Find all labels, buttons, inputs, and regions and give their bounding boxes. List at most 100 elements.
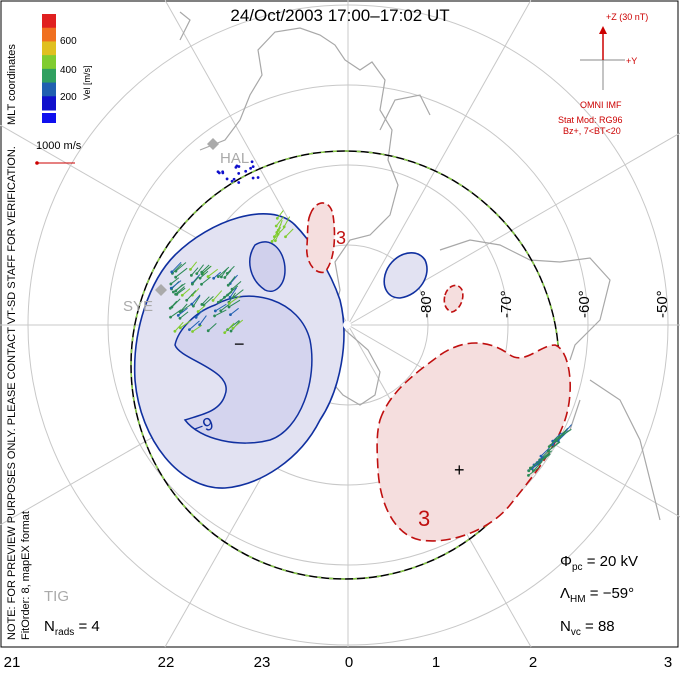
velocity-vector bbox=[540, 450, 553, 461]
velocity-vector bbox=[195, 309, 204, 318]
velocity-vector-origin bbox=[198, 323, 202, 327]
velocity-vector-origin bbox=[169, 286, 173, 290]
stat-phi-pc: Φpc = 20 kV bbox=[560, 553, 638, 573]
velocity-vector bbox=[540, 447, 550, 457]
velocity-vector bbox=[169, 300, 178, 309]
velocity-vector bbox=[274, 230, 281, 241]
velocity-vector-origin bbox=[189, 273, 193, 277]
velocity-vector bbox=[229, 274, 238, 284]
velocity-vector bbox=[192, 276, 200, 285]
velocity-vector-origin bbox=[225, 177, 229, 181]
velocity-vector-origin bbox=[274, 224, 278, 228]
velocity-vector bbox=[230, 307, 239, 315]
colorbar-label: Vel [m/s] bbox=[82, 65, 92, 100]
velocity-vector bbox=[171, 298, 181, 308]
velocity-vector-origin bbox=[195, 272, 199, 275]
velocity-vector bbox=[228, 299, 241, 308]
velocity-vector bbox=[181, 288, 191, 296]
velocity-vector bbox=[201, 264, 210, 273]
velocity-vector-origin bbox=[232, 177, 236, 181]
colorbar-segment bbox=[42, 113, 56, 123]
station-sye: SYE bbox=[123, 298, 154, 315]
velocity-vector bbox=[559, 428, 572, 438]
colorbar-tick-600: 600 bbox=[60, 36, 77, 47]
map-title: 24/Oct/2003 17:00–17:02 UT bbox=[230, 6, 450, 25]
velocity-vector-origin bbox=[174, 275, 178, 279]
velocity-vector-origin bbox=[176, 313, 180, 317]
velocity-vector-origin bbox=[227, 305, 231, 309]
velocity-vector-origin bbox=[225, 271, 229, 275]
mlt-tick-22: 22 bbox=[157, 654, 175, 671]
fit-order-note: FitOrder: 8, mapEX format bbox=[20, 511, 32, 640]
velocity-vector bbox=[532, 461, 543, 472]
velocity-vector bbox=[175, 283, 184, 292]
colorbar-segment bbox=[42, 96, 56, 111]
velocity-vector-origin bbox=[250, 160, 254, 164]
mlt-tick-1: 1 bbox=[431, 654, 441, 671]
velocity-vector bbox=[212, 290, 223, 301]
station-tig: TIG bbox=[44, 588, 69, 605]
velocity-vector bbox=[275, 215, 285, 227]
velocity-vector bbox=[559, 427, 569, 437]
velocity-vector-origin bbox=[213, 314, 216, 318]
potential-min-marker: − bbox=[234, 334, 245, 354]
velocity-vector-origin bbox=[190, 282, 194, 286]
velocity-vector-origin bbox=[173, 329, 177, 333]
velocity-vector-origin bbox=[237, 181, 241, 184]
velocity-vector bbox=[283, 216, 291, 228]
colorbar-tick-200: 200 bbox=[60, 92, 77, 103]
velocity-vector-origin bbox=[275, 230, 279, 234]
velocity-vector bbox=[271, 233, 279, 242]
velocity-vector-origin bbox=[191, 304, 195, 308]
pole-marker bbox=[343, 321, 351, 329]
velocity-vector-origin bbox=[282, 225, 286, 229]
velocity-vector bbox=[226, 265, 235, 274]
velocity-vector bbox=[189, 320, 200, 331]
imf-z-label: +Z (30 nT) bbox=[606, 12, 649, 22]
velocity-vector bbox=[199, 270, 209, 279]
velocity-vector-origin bbox=[185, 298, 189, 302]
velocity-vector-origin bbox=[270, 240, 274, 243]
velocity-vector bbox=[224, 322, 235, 334]
velocity-vectors bbox=[168, 160, 572, 477]
velocity-vector bbox=[197, 305, 206, 312]
velocity-vector bbox=[175, 267, 188, 278]
station-marker-hal bbox=[207, 138, 219, 150]
station-hal: HAL bbox=[220, 150, 250, 167]
velocity-vector-origin bbox=[230, 179, 234, 183]
velocity-vector-origin bbox=[221, 170, 225, 174]
colorbar-segment bbox=[42, 82, 56, 97]
velocity-vector bbox=[180, 320, 191, 329]
negative-cell-inner-b bbox=[174, 295, 313, 444]
velocity-vector-origin bbox=[284, 235, 287, 239]
colorbar-segment bbox=[42, 41, 56, 56]
velocity-vector-origin bbox=[539, 454, 543, 458]
velocity-vector-origin bbox=[191, 330, 194, 333]
velocity-vector-origin bbox=[211, 299, 215, 302]
velocity-vector bbox=[217, 294, 229, 303]
colorbar-segment bbox=[42, 55, 56, 70]
velocity-vector bbox=[179, 311, 189, 319]
velocity-vector-origin bbox=[178, 326, 182, 330]
velocity-vector-origin bbox=[547, 449, 551, 453]
contour-label-pos3-a: 3 bbox=[336, 228, 347, 248]
velocity-vector bbox=[203, 295, 214, 306]
velocity-vector-origin bbox=[194, 315, 198, 319]
stat-lambda-hm: ΛHM = −59° bbox=[560, 585, 635, 605]
velocity-vector-origin bbox=[256, 176, 260, 179]
velocity-vector-origin bbox=[213, 309, 217, 313]
colorbar-tick-400: 400 bbox=[60, 65, 77, 76]
velocity-vector-origin bbox=[190, 302, 194, 306]
velocity-vector bbox=[191, 267, 199, 276]
mlt-tick-0: 0 bbox=[344, 654, 354, 671]
velocity-vector bbox=[192, 324, 203, 332]
velocity-vector bbox=[175, 286, 185, 295]
velocity-vector bbox=[186, 290, 197, 301]
velocity-vector-origin bbox=[196, 310, 200, 313]
velocity-vector-origin bbox=[558, 435, 561, 439]
velocity-vector-origin bbox=[231, 326, 235, 330]
velocity-vector bbox=[214, 309, 227, 317]
lat-label-50: -50° bbox=[654, 290, 671, 318]
colorbar-segment bbox=[42, 14, 56, 29]
